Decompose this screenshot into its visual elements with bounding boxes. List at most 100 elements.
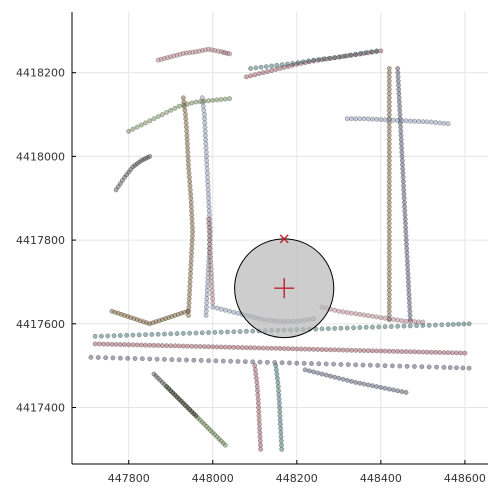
data-point [207,237,213,243]
data-point [103,355,109,361]
data-point [258,442,263,448]
data-point [180,343,186,349]
data-point [274,62,280,68]
data-point [204,166,210,172]
data-point [214,97,220,103]
series-group [92,321,472,339]
data-point [279,446,285,452]
data-point [407,317,413,323]
data-point [386,195,392,201]
data-point [112,309,118,315]
data-point [147,321,153,327]
data-point [198,357,204,363]
data-point [386,82,392,88]
data-point [122,174,127,180]
data-point [395,70,401,76]
data-point [263,64,269,70]
data-point [155,57,161,63]
data-point [134,124,140,130]
data-point [412,364,417,369]
data-point [386,241,392,247]
data-point [257,359,263,365]
data-point [348,116,354,122]
data-point [396,86,402,92]
data-point [399,149,405,155]
data-point [458,350,464,356]
data-point [386,275,392,281]
data-point [369,348,375,354]
data-point [199,330,205,336]
data-point [348,347,354,353]
data-point [269,345,275,351]
data-point [115,184,121,190]
data-point [134,342,140,348]
data-point [206,425,212,431]
data-point [382,117,388,123]
data-point [189,208,195,214]
data-point [287,360,292,366]
data-point [197,344,203,349]
data-point [412,349,417,355]
data-point [357,51,363,57]
data-point [206,246,212,251]
data-point [412,118,417,124]
data-point [193,413,199,419]
data-point [183,402,188,408]
x-tick-label: 448400 [360,472,402,485]
data-point [255,388,260,394]
data-point [273,363,279,369]
data-point [204,300,210,306]
data-point [332,347,338,353]
data-point [128,167,134,172]
data-point [426,364,432,370]
data-point [225,50,230,56]
data-point [158,56,164,62]
data-point [206,330,212,336]
tick-labels: 447800 448000 448200 448400 448600 4417400 441… [16,67,486,485]
data-point [222,344,228,350]
data-point [386,141,392,147]
data-point [378,117,384,123]
data-point [185,312,191,318]
data-point [187,292,192,297]
data-point [405,266,411,272]
data-point [118,311,124,317]
data-point [276,396,282,402]
data-point [185,145,191,151]
data-point [386,204,392,210]
data-point [185,162,191,168]
data-point [256,345,262,351]
data-point [323,361,329,367]
data-point [406,296,412,302]
data-point [386,170,392,176]
data-point [319,347,325,352]
data-point [391,117,396,123]
data-point [302,346,308,352]
data-point [170,390,176,396]
data-point [168,331,174,337]
data-point [253,371,259,377]
data-point [332,55,338,61]
data-point [250,328,256,334]
data-point [218,97,224,102]
data-point [196,48,202,54]
data-point [248,66,254,71]
data-point [193,413,199,419]
series-group [151,371,199,419]
data-point [206,98,212,104]
data-point [433,120,438,125]
data-point [336,347,342,353]
data-point [255,400,261,406]
data-point [416,319,422,325]
data-point [181,99,187,105]
data-point [187,179,193,184]
data-point [186,300,192,306]
data-point [186,308,192,314]
data-point [306,59,312,65]
data-point [168,343,174,349]
x-tick-label: 448200 [276,472,318,485]
data-point [275,384,281,390]
data-point [206,199,212,205]
y-tick-label: 4418200 [16,67,65,80]
data-point [402,204,408,210]
